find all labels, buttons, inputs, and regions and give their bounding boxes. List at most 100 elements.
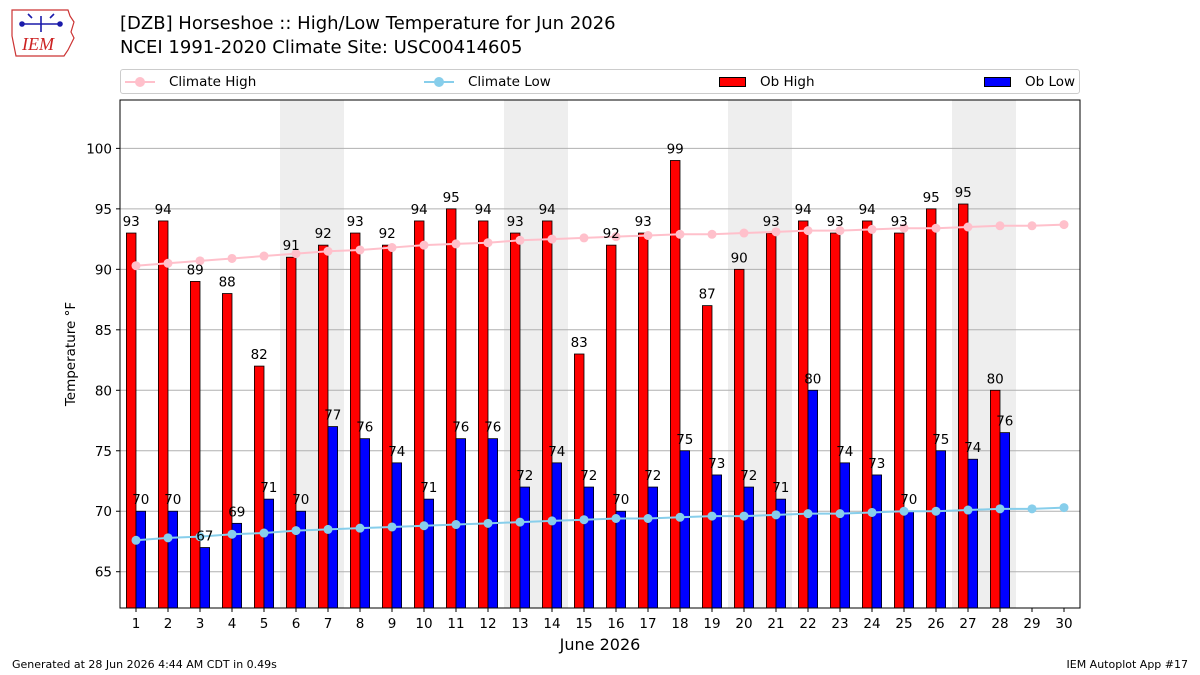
legend-label-climate-low: Climate Low	[468, 74, 551, 90]
legend-item-ob-low: Ob Low	[984, 73, 1075, 91]
data-label: 95	[923, 190, 940, 206]
climate-low-point	[899, 506, 909, 516]
climate-high-point	[483, 238, 493, 248]
data-label: 77	[324, 408, 341, 424]
ob-low-bar	[295, 510, 307, 609]
legend-label-ob-low: Ob Low	[1025, 74, 1076, 90]
x-tick-label: 3	[196, 616, 205, 632]
data-label: 93	[827, 214, 844, 230]
climate-low-point	[739, 511, 749, 521]
climate-low-point	[259, 528, 269, 538]
ob-low-bar	[679, 450, 691, 609]
data-label: 93	[891, 214, 908, 230]
weekend-band	[280, 100, 312, 608]
climate-low-point	[163, 533, 173, 543]
climate-high-point	[803, 226, 813, 236]
climate-high-point	[259, 251, 269, 261]
climate-low-point	[1027, 504, 1037, 514]
y-tick-label: 75	[95, 444, 112, 460]
data-label: 76	[484, 420, 501, 436]
data-label: 73	[868, 456, 885, 472]
ob-low-bar	[615, 510, 627, 609]
weekend-band	[952, 100, 984, 608]
x-tick-label: 13	[511, 616, 528, 632]
ob-low-bar	[263, 498, 275, 609]
climate-high-point	[675, 229, 685, 239]
climate-low-point	[131, 535, 141, 545]
climate-low-point	[803, 509, 813, 519]
data-label: 73	[708, 456, 725, 472]
climate-low-point	[931, 506, 941, 516]
climate-high-line	[135, 223, 1065, 267]
data-label: 94	[795, 202, 812, 218]
data-label: 80	[987, 371, 1004, 387]
ob-high-bar	[958, 203, 969, 609]
climate-low-point	[707, 511, 717, 521]
ob-low-bar	[903, 510, 915, 609]
ob-high-bar	[670, 160, 681, 609]
ob-low-bar	[743, 486, 755, 609]
ob-low-bar	[487, 438, 499, 609]
climate-high-point	[1059, 220, 1069, 230]
data-label: 94	[539, 202, 556, 218]
footer-app: IEM Autoplot App #17	[1066, 658, 1189, 671]
data-label: 93	[507, 214, 524, 230]
y-tick-label: 85	[95, 323, 112, 339]
climate-low-point	[963, 505, 973, 515]
logo-text: IEM	[21, 34, 55, 54]
value-labels: 93 94 89 88 82 91 92 93 92 94 95 94 93 94 83 92 93 99 87 90…	[123, 141, 1014, 544]
weekend-band	[984, 100, 1016, 608]
x-tick-label: 18	[671, 616, 688, 632]
climate-high-point	[195, 256, 205, 266]
ob-low-bar	[391, 462, 403, 609]
data-label: 69	[228, 504, 245, 520]
iem-logo: IEM	[11, 9, 75, 57]
weather-instrument-icon	[19, 13, 63, 32]
ob-high-bar	[894, 232, 905, 609]
climate-high-swatch	[125, 76, 155, 88]
x-tick-label: 5	[260, 616, 269, 632]
climate-low-point	[227, 529, 237, 539]
x-tick-label: 19	[703, 616, 720, 632]
ob-low-bar	[871, 474, 883, 609]
weekend-band	[504, 100, 536, 608]
data-label: 83	[571, 335, 588, 351]
climate-high-point	[611, 232, 621, 242]
x-tick-label: 21	[767, 616, 784, 632]
climate-low-point	[483, 518, 493, 528]
data-label: 70	[292, 492, 309, 508]
climate-low-swatch	[424, 76, 454, 88]
climate-high-point	[771, 227, 781, 237]
x-tick-label: 10	[415, 616, 432, 632]
data-label: 70	[900, 492, 917, 508]
ob-low-bar	[935, 450, 947, 609]
ob-high-bar	[702, 305, 713, 609]
ob-high-bar	[349, 232, 361, 609]
climate-low-point	[771, 510, 781, 520]
plot-frame	[119, 99, 1081, 609]
climate-low-point	[867, 507, 877, 517]
data-label: 80	[804, 371, 821, 387]
ob-high-bar	[574, 353, 585, 609]
data-label: 91	[283, 238, 300, 254]
data-label: 72	[516, 468, 533, 484]
x-axis: 1 2 3 4 5 6 7 8 9 10 11 12 13 14 15 16 17 18 19 20 21 22 23 24 2…	[132, 608, 1073, 632]
climate-high-point	[835, 226, 845, 236]
climate-low-point	[1059, 503, 1069, 513]
data-label: 88	[219, 275, 236, 291]
data-label: 94	[155, 202, 172, 218]
iowa-outline-icon	[11, 9, 75, 57]
ob-high-bar	[509, 232, 521, 609]
data-label: 94	[475, 202, 492, 218]
y-axis-label: Temperature °F	[63, 302, 79, 407]
weekend-band	[728, 100, 760, 608]
climate-high-point	[227, 253, 237, 263]
climate-high-point	[995, 221, 1005, 231]
data-label: 71	[420, 480, 437, 496]
data-label: 74	[548, 444, 565, 460]
ob-high-bar	[798, 220, 809, 609]
y-axis: 65 70 75 80 85 90 95 100	[86, 141, 120, 581]
data-label: 93	[763, 214, 780, 230]
climate-low-point	[515, 517, 525, 527]
